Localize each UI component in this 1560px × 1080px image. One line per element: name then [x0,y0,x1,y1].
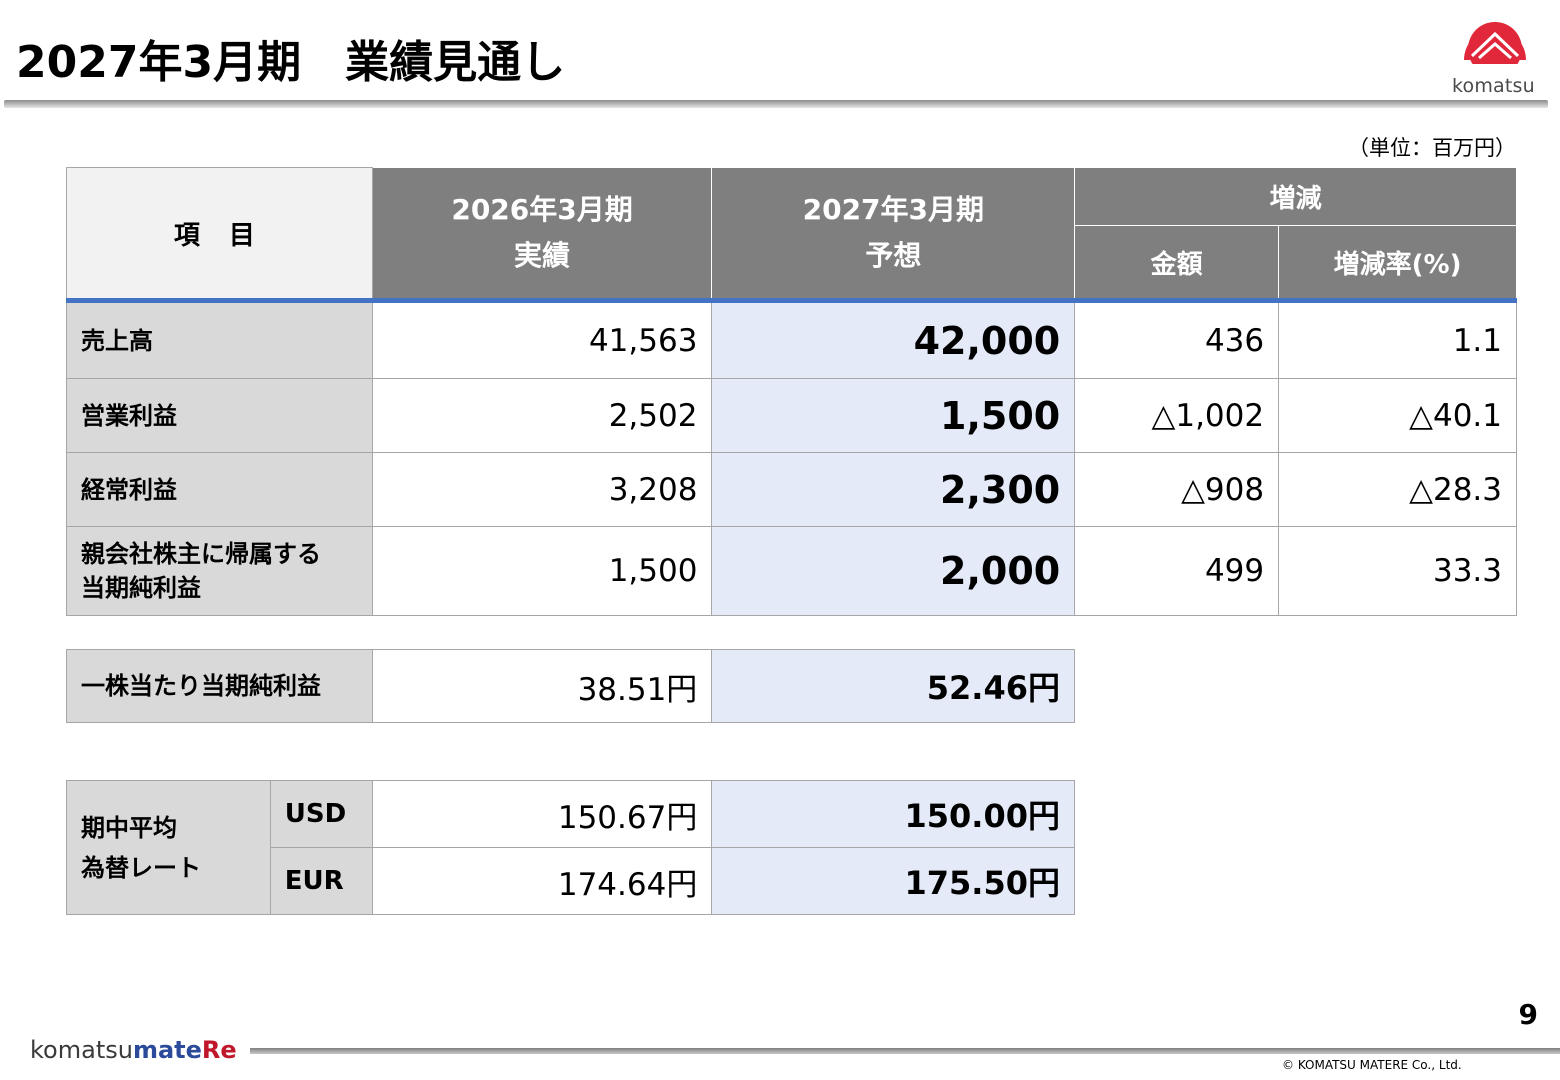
forecast-value: 42,000 [711,300,1076,379]
change-column-header: 増減 [1074,167,1517,226]
prev-value: 2,502 [371,378,713,453]
table-row: 親会社株主に帰属する 当期純利益 1,500 2,000 499 33.3 [66,526,1517,616]
copyright-text: © KOMATSU MATERE Co., Ltd. [1282,1058,1462,1072]
table-row: 経常利益 3,208 2,300 △908 △28.3 [66,452,1517,527]
row-label: 経常利益 [66,452,373,527]
change-amount: △1,002 [1074,378,1280,453]
footer-brand-logo: komatsumateRe [30,1036,237,1064]
currency-label: EUR [269,847,373,915]
forecast-value: 2,300 [711,452,1076,527]
logo-wordmark: komatsu [1452,75,1535,97]
row-label-line1: 親会社株主に帰属する [81,540,321,568]
fx-forecast-value: 150.00円 [711,780,1075,848]
table-row: EUR 174.64円 175.50円 [67,847,1075,915]
fx-label-line2: 為替レート [81,853,201,882]
prev-year-header-line1: 2026年3月期 [451,193,633,226]
page-title: 2027年3月期 業績見通し [16,37,566,88]
prev-year-header-line2: 実績 [514,239,571,272]
footer-brand-part2: mate [132,1036,202,1064]
footer-rule [250,1048,1560,1054]
row-label-line2: 当期純利益 [81,574,201,602]
change-amount: 436 [1074,300,1280,379]
row-label: 親会社株主に帰属する 当期純利益 [66,526,373,616]
company-logo: komatsu [1448,16,1548,98]
item-column-header: 項 目 [66,167,373,303]
prev-value: 1,500 [371,526,713,616]
change-amount: 499 [1074,526,1280,616]
prev-value: 3,208 [371,452,713,527]
eps-table: 一株当たり当期純利益 38.51円 52.46円 [66,649,1075,723]
fx-forecast-value: 175.50円 [711,847,1075,915]
row-label: 売上高 [66,300,373,379]
change-rate: △28.3 [1278,452,1517,527]
page-number: 9 [1518,998,1538,1031]
change-rate: 33.3 [1278,526,1517,616]
rate-column-header: 増減率(%) [1278,225,1517,303]
prev-value: 41,563 [371,300,713,379]
forecast-value: 2,000 [711,526,1076,616]
fx-prev-value: 150.67円 [371,780,713,848]
title-underline [4,100,1548,108]
change-amount: △908 [1074,452,1280,527]
fx-label: 期中平均 為替レート [66,780,271,915]
komatsu-logo-icon [1462,22,1528,76]
eps-forecast-value: 52.46円 [711,649,1075,723]
forecast-value: 1,500 [711,378,1076,453]
table-subheader-row: 金額 増減率(%) [67,225,1517,303]
table-row: 期中平均 為替レート USD 150.67円 150.00円 [66,780,1075,915]
change-rate: 1.1 [1278,300,1517,379]
table-row: 一株当たり当期純利益 38.51円 52.46円 [66,649,1075,723]
forecast-header-line2: 予想 [865,239,922,272]
results-forecast-table: 項 目 2026年3月期 実績 2027年3月期 予想 増減 金額 増減率(%)… [66,167,1517,616]
fx-prev-value: 174.64円 [371,847,713,915]
table-row: 営業利益 2,502 1,500 △1,002 △40.1 [66,378,1517,453]
table-row: 売上高 41,563 42,000 436 1.1 [66,300,1517,379]
footer-brand-part3: Re [201,1036,237,1064]
prev-year-column-header: 2026年3月期 実績 [371,167,713,303]
amount-column-header: 金額 [1074,225,1280,303]
table-header-row: 項 目 2026年3月期 実績 2027年3月期 予想 増減 [66,167,1517,303]
forecast-header-line1: 2027年3月期 [802,193,985,226]
fx-label-line1: 期中平均 [81,813,177,842]
footer-brand-part1: komatsu [30,1036,133,1064]
currency-label: USD [269,780,373,848]
eps-label: 一株当たり当期純利益 [66,649,373,723]
unit-note: （単位：百万円） [1348,136,1516,160]
change-rate: △40.1 [1278,378,1517,453]
row-label: 営業利益 [66,378,373,453]
forecast-column-header: 2027年3月期 予想 [711,167,1076,303]
fx-rate-table: 期中平均 為替レート USD 150.67円 150.00円 EUR 174.6… [66,780,1075,915]
eps-prev-value: 38.51円 [371,649,713,723]
